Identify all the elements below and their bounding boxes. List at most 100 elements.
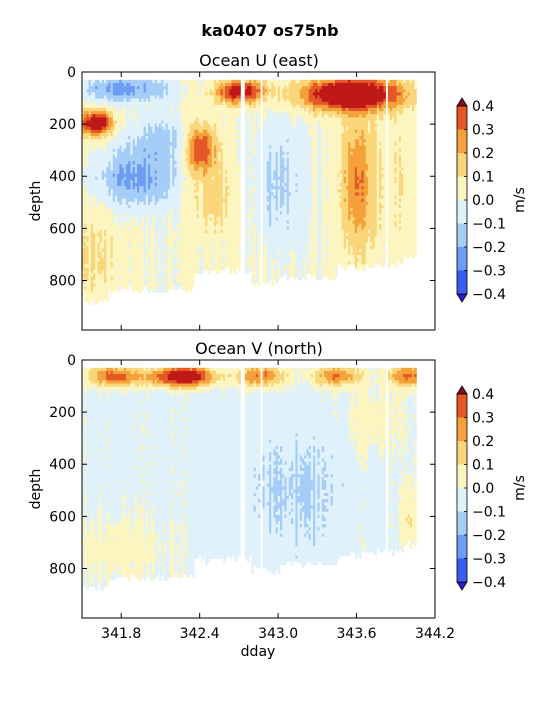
velocity-cell xyxy=(163,86,166,90)
velocity-cell xyxy=(409,82,413,106)
velocity-cell xyxy=(308,104,312,115)
velocity-cell xyxy=(310,86,314,103)
velocity-cell xyxy=(170,424,173,428)
velocity-cell xyxy=(330,505,334,566)
velocity-cell xyxy=(293,239,296,243)
velocity-cell xyxy=(266,471,270,475)
velocity-cell xyxy=(115,389,118,522)
velocity-cell xyxy=(394,395,397,406)
velocity-cell xyxy=(401,386,404,394)
velocity-cell xyxy=(165,239,169,243)
velocity-cell xyxy=(130,374,133,381)
velocity-cell xyxy=(293,389,296,475)
velocity-cell xyxy=(255,489,259,569)
velocity-cell xyxy=(106,136,109,143)
y-tick-label: 600 xyxy=(49,509,76,525)
velocity-cell xyxy=(383,399,386,441)
velocity-cell xyxy=(308,236,312,240)
velocity-cell xyxy=(134,436,138,441)
velocity-cell xyxy=(398,446,402,450)
velocity-cell xyxy=(203,79,206,121)
velocity-cell xyxy=(304,111,307,124)
velocity-cell xyxy=(170,154,173,159)
velocity-cell xyxy=(295,555,298,559)
velocity-cell xyxy=(117,370,120,375)
velocity-cell xyxy=(154,389,158,537)
velocity-cell xyxy=(110,380,114,384)
velocity-cell xyxy=(398,220,402,224)
velocity-cell xyxy=(258,92,261,99)
velocity-cell xyxy=(304,380,307,456)
velocity-cell xyxy=(238,129,241,134)
velocity-cell xyxy=(88,583,92,588)
velocity-cell xyxy=(106,505,109,512)
velocity-cell xyxy=(181,480,184,487)
velocity-cell xyxy=(130,201,133,215)
velocity-cell xyxy=(332,367,336,375)
velocity-cell xyxy=(398,167,402,171)
velocity-cell xyxy=(277,176,281,181)
velocity-cell xyxy=(134,471,138,494)
velocity-cell xyxy=(104,386,107,391)
velocity-cell xyxy=(185,514,188,522)
velocity-cell xyxy=(368,367,371,372)
velocity-cell xyxy=(101,389,105,531)
velocity-cell xyxy=(293,489,296,494)
velocity-cell xyxy=(104,111,107,115)
velocity-cell xyxy=(205,386,208,391)
velocity-cell xyxy=(412,539,415,544)
velocity-cell xyxy=(379,220,382,224)
velocity-cell xyxy=(394,214,397,218)
velocity-cell xyxy=(321,474,325,478)
velocity-cell xyxy=(119,286,122,290)
velocity-cell xyxy=(90,136,94,140)
velocity-cell xyxy=(398,136,402,143)
colorbar-tick-label: 0.3 xyxy=(472,411,494,427)
velocity-cell xyxy=(359,79,362,84)
velocity-cell xyxy=(143,79,147,84)
velocity-cell xyxy=(156,79,160,84)
velocity-cell xyxy=(297,474,301,478)
velocity-cell xyxy=(196,367,199,372)
velocity-cell xyxy=(137,86,140,90)
velocity-cell xyxy=(354,367,358,375)
velocity-cell xyxy=(359,251,362,256)
velocity-cell xyxy=(339,392,342,556)
velocity-cell xyxy=(176,383,180,387)
velocity-cell xyxy=(119,236,122,240)
velocity-cell xyxy=(205,383,208,387)
velocity-cell xyxy=(238,367,241,372)
velocity-cell xyxy=(359,367,362,375)
velocity-cell xyxy=(275,452,279,512)
velocity-cell xyxy=(409,417,413,462)
velocity-cell xyxy=(398,154,402,168)
velocity-cell xyxy=(132,95,136,99)
velocity-cell xyxy=(123,392,127,491)
velocity-cell xyxy=(288,471,292,478)
velocity-cell xyxy=(350,79,353,84)
velocity-cell xyxy=(97,148,100,203)
velocity-cell xyxy=(390,417,393,431)
velocity-cell xyxy=(130,367,133,375)
velocity-cell xyxy=(247,229,250,234)
velocity-cell xyxy=(106,79,109,87)
velocity-cell xyxy=(304,370,307,381)
velocity-cell xyxy=(348,411,351,419)
velocity-cell xyxy=(354,111,358,118)
velocity-cell xyxy=(101,170,105,181)
velocity-cell xyxy=(181,499,184,503)
velocity-cell xyxy=(392,458,395,466)
velocity-cell xyxy=(108,195,111,212)
velocity-cell xyxy=(383,395,386,400)
velocity-cell xyxy=(132,223,136,228)
velocity-cell xyxy=(104,95,107,102)
velocity-cell xyxy=(178,367,182,372)
velocity-cell xyxy=(271,195,274,259)
velocity-cell xyxy=(348,436,351,441)
velocity-cell xyxy=(95,98,98,106)
velocity-cell xyxy=(264,89,268,93)
velocity-cell xyxy=(383,245,386,249)
velocity-cell xyxy=(398,483,402,497)
velocity-cell xyxy=(326,214,329,218)
velocity-cell xyxy=(280,374,283,381)
